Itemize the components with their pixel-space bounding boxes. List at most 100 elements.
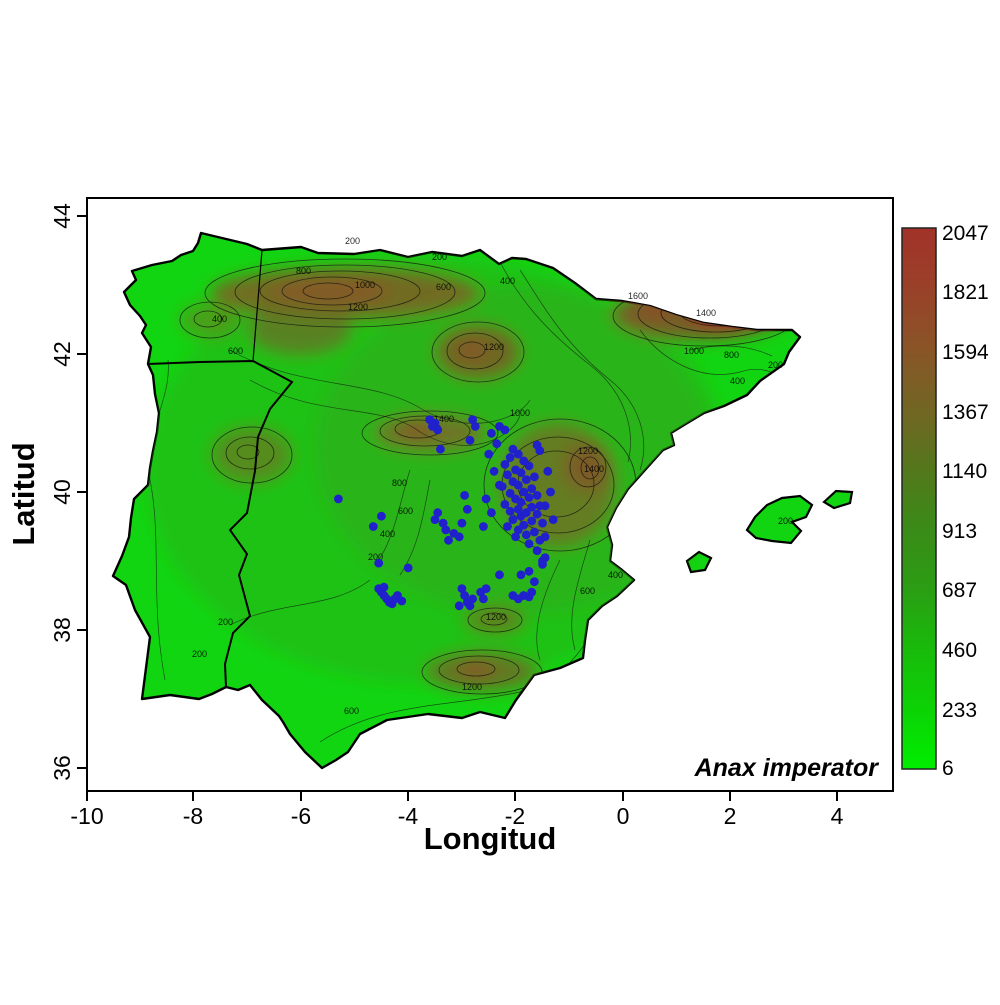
y-tick-labels: 44 42 40 38 36	[49, 203, 75, 781]
species-label: Anax imperator	[694, 754, 880, 782]
occurrence-point	[368, 522, 378, 531]
y-axis-title: Latitud	[6, 442, 41, 545]
occurrence-point	[530, 577, 539, 587]
colorbar-tick-label: 687	[942, 579, 977, 602]
occurrence-point	[444, 535, 453, 545]
occurrence-point	[548, 515, 558, 524]
occurrence-point	[500, 500, 510, 509]
occurrence-point	[436, 444, 445, 454]
y-tick-label: 38	[49, 617, 75, 643]
occurrence-point	[527, 484, 537, 493]
colorbar-tick-label: 460	[942, 639, 977, 662]
occurrence-point	[513, 504, 523, 514]
colorbar-labels: 2047 1821 1594 1367 1140 913 687 460 233…	[942, 222, 989, 780]
contour-label: 1000	[510, 408, 530, 418]
x-tick-label: -4	[398, 803, 419, 829]
occurrence-point	[374, 558, 384, 568]
occurrence-point	[508, 515, 518, 524]
y-tick-label: 36	[49, 755, 75, 781]
occurrence-point	[481, 494, 491, 504]
occurrence-point	[334, 494, 343, 504]
contour-label: 600	[228, 346, 243, 356]
occurrence-point	[487, 428, 496, 438]
y-tick-label: 42	[49, 341, 75, 367]
occurrence-point	[511, 532, 520, 542]
occurrence-point	[521, 475, 531, 484]
menorca-island	[822, 489, 854, 510]
occurrence-point	[433, 425, 443, 435]
contour-label: 400	[380, 529, 395, 539]
colorbar-tick-label: 913	[942, 520, 977, 543]
colorbar: 2047 1821 1594 1367 1140 913 687 460 233…	[901, 222, 989, 780]
contour-label: 1400	[696, 308, 716, 318]
x-tick-label: 4	[831, 803, 844, 829]
occurrence-point	[540, 553, 550, 562]
contour-label: 400	[500, 276, 515, 286]
occurrence-point	[513, 449, 523, 459]
occurrence-point	[532, 546, 542, 556]
occurrence-point	[500, 460, 510, 469]
colorbar-tick-label: 1821	[942, 281, 989, 304]
occurrence-point	[377, 511, 386, 521]
occurrence-point	[503, 470, 512, 480]
occurrence-point	[433, 508, 443, 518]
occurrence-point	[538, 518, 547, 528]
borders	[147, 249, 294, 688]
contour-label: 800	[392, 478, 407, 488]
contour-label: 200	[218, 617, 233, 627]
occurrence-point	[516, 468, 526, 478]
occurrence-point	[495, 570, 504, 580]
x-tick-label: -8	[183, 803, 203, 829]
occurrence-point	[430, 515, 440, 524]
contour-label: 1200	[578, 446, 598, 456]
occurrence-point	[530, 472, 539, 482]
occurrence-point	[538, 560, 547, 569]
occurrence-point	[513, 525, 523, 535]
occurrence-point	[516, 497, 526, 507]
occurrence-point	[519, 487, 529, 497]
occurrence-point	[441, 525, 451, 535]
contour-label: 600	[580, 586, 595, 596]
occurrence-point	[454, 532, 464, 542]
occurrence-point	[468, 415, 477, 424]
contour-label: 200	[768, 360, 783, 370]
occurrence-point	[524, 566, 534, 576]
colorbar-gradient	[901, 227, 937, 770]
occurrence-point	[503, 522, 512, 531]
occurrence-point	[403, 563, 413, 573]
occurrence-point	[457, 518, 467, 528]
contour-label: 400	[608, 570, 623, 580]
y-tick-label: 44	[49, 203, 75, 229]
occurrence-point	[470, 422, 480, 431]
colorbar-tick-label: 2047	[942, 222, 989, 245]
occurrence-point	[379, 582, 389, 592]
contour-label: 200	[192, 649, 207, 659]
contour-label: 1000	[684, 346, 704, 356]
contour-labels: 200 200 400 600 800 1000 1200 600 400 16…	[192, 236, 793, 716]
occurrence-point	[505, 506, 515, 516]
x-tick-label: -10	[70, 803, 103, 829]
y-axis	[77, 215, 87, 769]
contour-label: 1000	[355, 280, 375, 290]
contour-label: 1200	[462, 682, 482, 692]
occurrence-point	[457, 584, 467, 593]
occurrence-points	[334, 415, 558, 611]
contour-label: 1400	[584, 464, 604, 474]
contour-label: 200	[432, 252, 447, 262]
occurrence-point	[481, 584, 491, 593]
occurrence-point	[505, 453, 515, 462]
occurrence-point	[524, 461, 534, 471]
occurrence-point	[530, 527, 539, 537]
contour-label: 200	[778, 516, 793, 526]
occurrence-point	[489, 466, 499, 476]
occurrence-point	[484, 449, 494, 459]
occurrence-point	[532, 509, 542, 519]
colorbar-tick-label: 6	[942, 757, 954, 780]
occurrence-point	[543, 466, 553, 476]
occurrence-point	[546, 487, 555, 497]
x-tick-label: 2	[724, 803, 737, 829]
occurrence-point	[500, 425, 510, 435]
x-tick-label: -2	[505, 803, 525, 829]
